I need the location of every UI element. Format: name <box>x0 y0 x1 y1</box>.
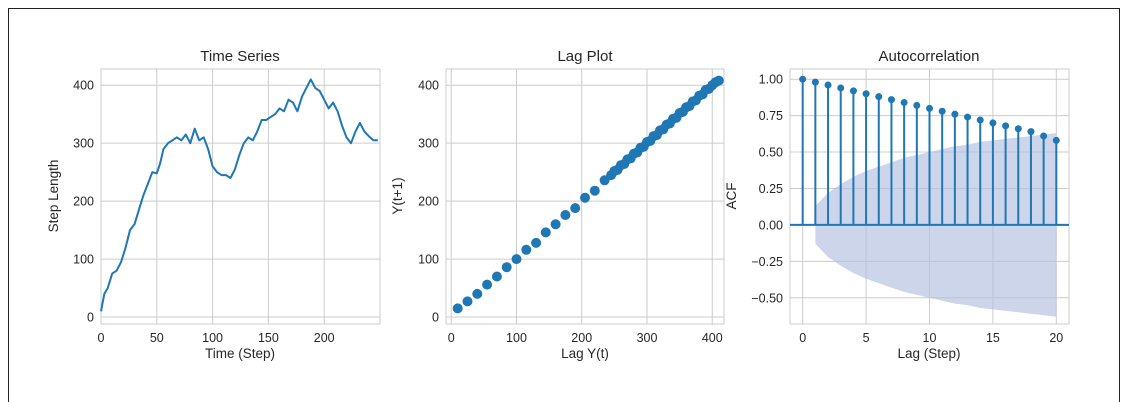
x-tick-label: 0 <box>799 331 806 345</box>
plot-area-time-series <box>100 68 381 325</box>
y-tick-label: 0.50 <box>759 146 783 160</box>
y-tick-label: 100 <box>418 253 439 267</box>
marks-time-series <box>100 78 378 312</box>
acf-marker <box>1052 136 1060 144</box>
y-tick-label: 100 <box>73 253 94 267</box>
scatter-point <box>540 227 551 238</box>
y-tick-label: 0.00 <box>759 218 783 232</box>
y-tick-label: −0.25 <box>751 255 783 269</box>
ylabel-time-series: Step Length <box>46 160 61 233</box>
scatter-point <box>482 279 493 290</box>
acf-marker <box>989 119 997 127</box>
scatter-point <box>713 75 724 86</box>
x-tick-label: 0 <box>448 331 455 345</box>
y-tick-label: −0.50 <box>751 291 783 305</box>
acf-marker <box>926 104 933 112</box>
x-tick-label: 20 <box>1049 331 1063 345</box>
y-tick-label: 1.00 <box>759 73 783 87</box>
xlabel-time-series: Time (Step) <box>205 346 275 361</box>
x-tick-label: 5 <box>863 331 870 345</box>
xlabel-lag-plot: Lag Y(t) <box>561 346 609 361</box>
acf-marker <box>1027 128 1035 136</box>
figure-frame <box>8 8 1120 402</box>
acf-marker <box>964 113 972 121</box>
acf-marker <box>1002 122 1010 130</box>
y-tick-label: 400 <box>73 79 94 93</box>
y-tick-label: 400 <box>418 79 439 93</box>
acf-marker <box>951 110 959 118</box>
scatter-point <box>501 262 512 273</box>
acf-marker <box>938 107 946 115</box>
x-tick-label: 200 <box>314 331 335 345</box>
acf-marker <box>900 99 908 107</box>
ylabel-autocorrelation: ACF <box>724 183 739 210</box>
x-tick-label: 10 <box>923 331 937 345</box>
x-tick-label: 0 <box>98 331 105 345</box>
ticks-time-series: 0 50 100 150 200 0 100 200 300 400 <box>73 79 335 345</box>
grid-time-series <box>100 69 380 324</box>
panel-time-series: 0 50 100 150 200 0 100 200 300 400 Time Series Ti… <box>46 48 381 361</box>
y-tick-label: 0.25 <box>759 182 783 196</box>
scatter-point <box>570 203 581 214</box>
title-lag-plot: Lag Plot <box>557 48 613 65</box>
scatter-point <box>550 219 561 230</box>
scatter-point <box>521 244 532 255</box>
x-tick-label: 15 <box>986 331 1000 345</box>
acf-marker <box>875 93 883 101</box>
scatter-point <box>511 254 522 265</box>
xlabel-autocorrelation: Lag (Step) <box>897 346 960 361</box>
acf-marker <box>976 116 984 124</box>
ticks-autocorrelation: 0 5 10 15 20 −0.50 −0.25 0.00 0.25 0.50 0.75 1.00 <box>751 73 1063 345</box>
x-tick-label: 300 <box>637 331 658 345</box>
x-tick-label: 150 <box>258 331 279 345</box>
y-tick-label: 0 <box>87 311 94 325</box>
x-tick-label: 100 <box>202 331 223 345</box>
acf-marker <box>862 90 870 98</box>
scatter-point <box>589 185 600 196</box>
scatter-point <box>491 271 502 282</box>
acf-marker <box>1040 132 1048 140</box>
acf-marker <box>1014 125 1022 133</box>
ylabel-lag-plot: Y(t+1) <box>390 177 405 214</box>
scatter-point <box>452 303 463 314</box>
panel-autocorrelation: 0 5 10 15 20 −0.50 −0.25 0.00 0.25 0.50 0.75 1.00 A… <box>724 48 1070 361</box>
grid-lag-plot <box>446 69 724 324</box>
acf-marker <box>837 84 845 92</box>
marks-lag-plot <box>452 75 724 314</box>
y-tick-label: 300 <box>73 137 94 151</box>
y-tick-label: 0 <box>432 311 439 325</box>
acf-marker <box>824 81 832 89</box>
marks-autocorrelation <box>790 75 1069 317</box>
panel-lag-plot: 0 100 200 300 400 0 100 200 300 400 Lag Plot Lag … <box>390 48 725 361</box>
x-tick-label: 400 <box>702 331 723 345</box>
y-tick-label: 300 <box>418 137 439 151</box>
x-tick-label: 50 <box>150 331 164 345</box>
title-autocorrelation: Autocorrelation <box>879 48 980 65</box>
scatter-point <box>462 296 473 307</box>
ticks-lag-plot: 0 100 200 300 400 0 100 200 300 400 <box>418 79 723 345</box>
x-tick-label: 100 <box>506 331 527 345</box>
acf-marker <box>811 78 819 86</box>
series-line <box>100 78 378 312</box>
y-tick-label: 200 <box>73 195 94 209</box>
y-tick-label: 0.75 <box>759 109 783 123</box>
x-tick-label: 200 <box>571 331 592 345</box>
scatter-point <box>472 288 483 299</box>
scatter-point <box>531 237 542 248</box>
title-time-series: Time Series <box>200 48 279 65</box>
scatter-point <box>580 192 590 203</box>
acf-marker <box>799 75 807 83</box>
scatter-point <box>560 210 571 220</box>
acf-marker <box>849 87 857 95</box>
acf-marker <box>913 101 921 109</box>
y-tick-label: 200 <box>418 195 439 209</box>
acf-marker <box>887 96 895 104</box>
